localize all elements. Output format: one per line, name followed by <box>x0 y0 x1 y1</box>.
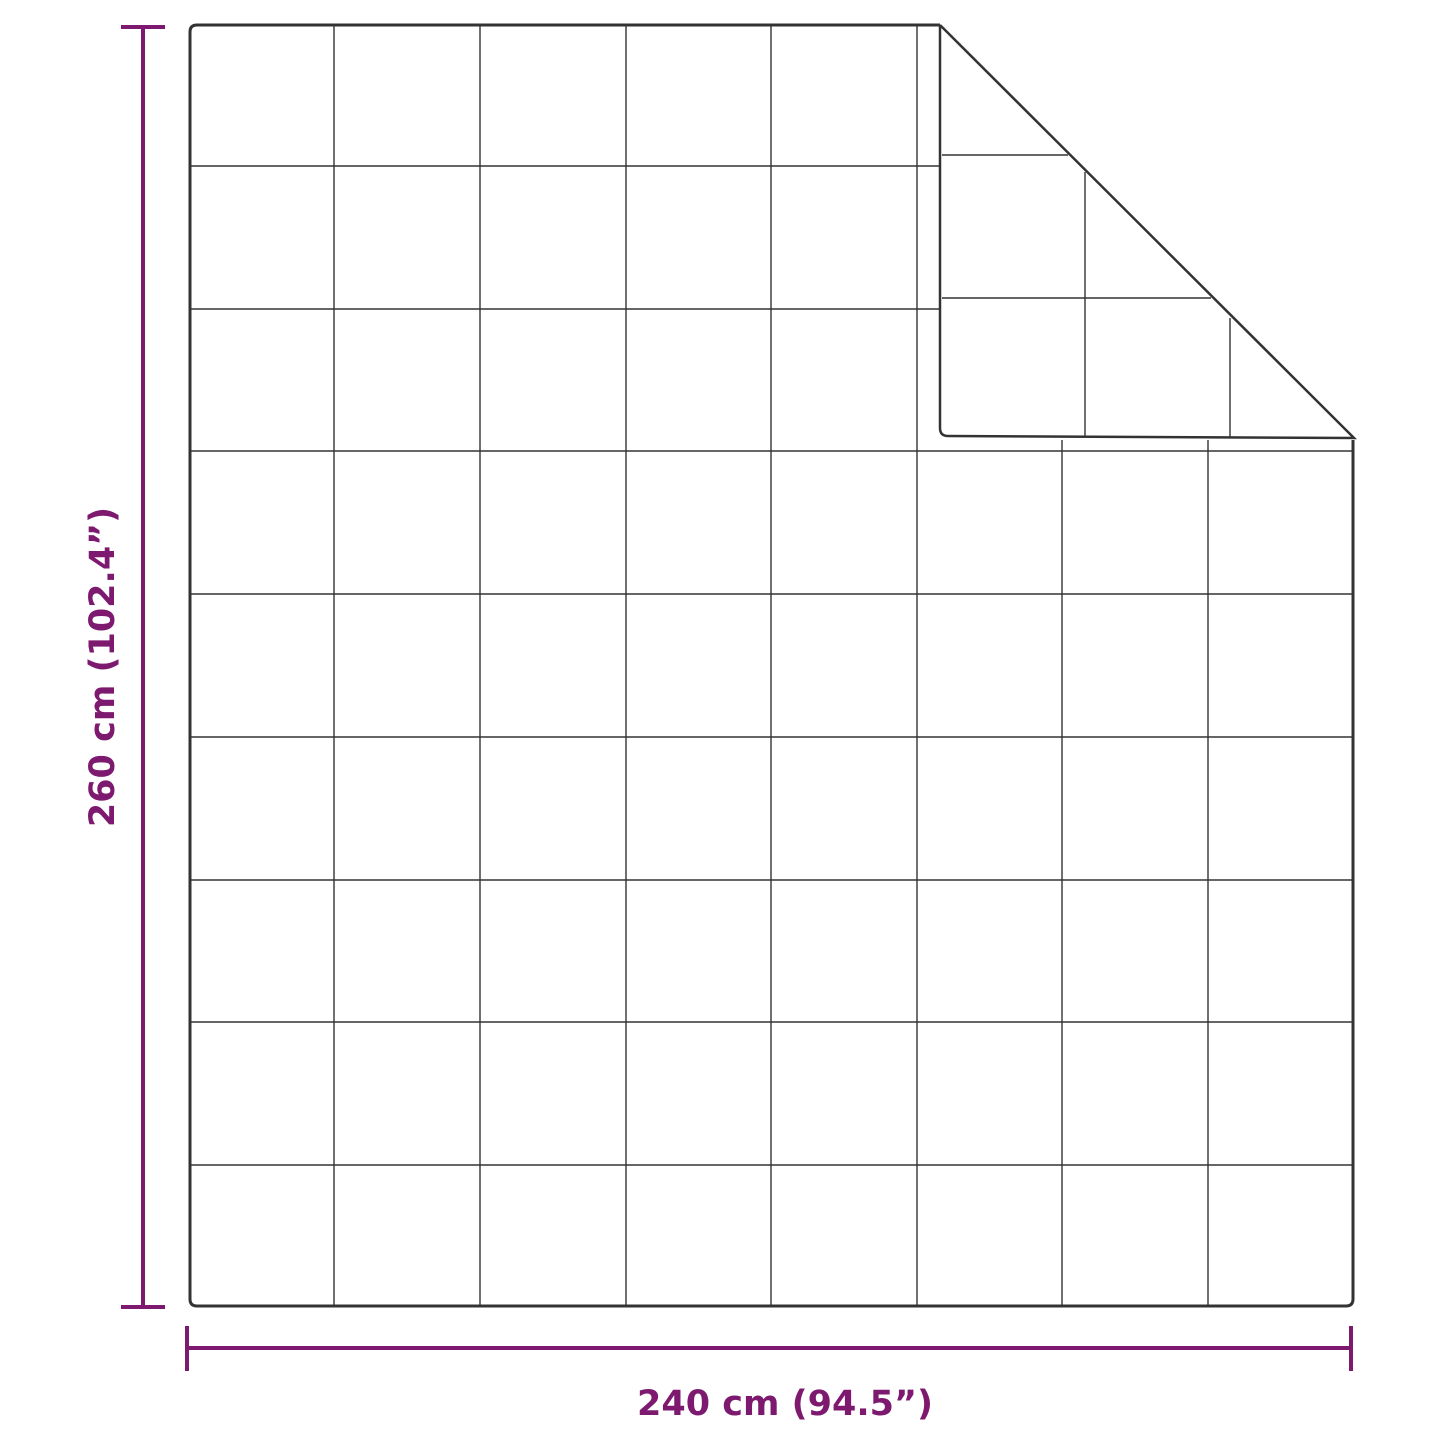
blanket-outline <box>188 23 1355 1308</box>
width-label: 240 cm (94.5”) <box>637 1384 933 1424</box>
folded-corner-outline <box>938 24 1358 440</box>
blanket-drawing <box>188 23 1358 1308</box>
dimension-lines <box>121 25 1353 1371</box>
height-label: 260 cm (102.4”) <box>83 507 123 827</box>
